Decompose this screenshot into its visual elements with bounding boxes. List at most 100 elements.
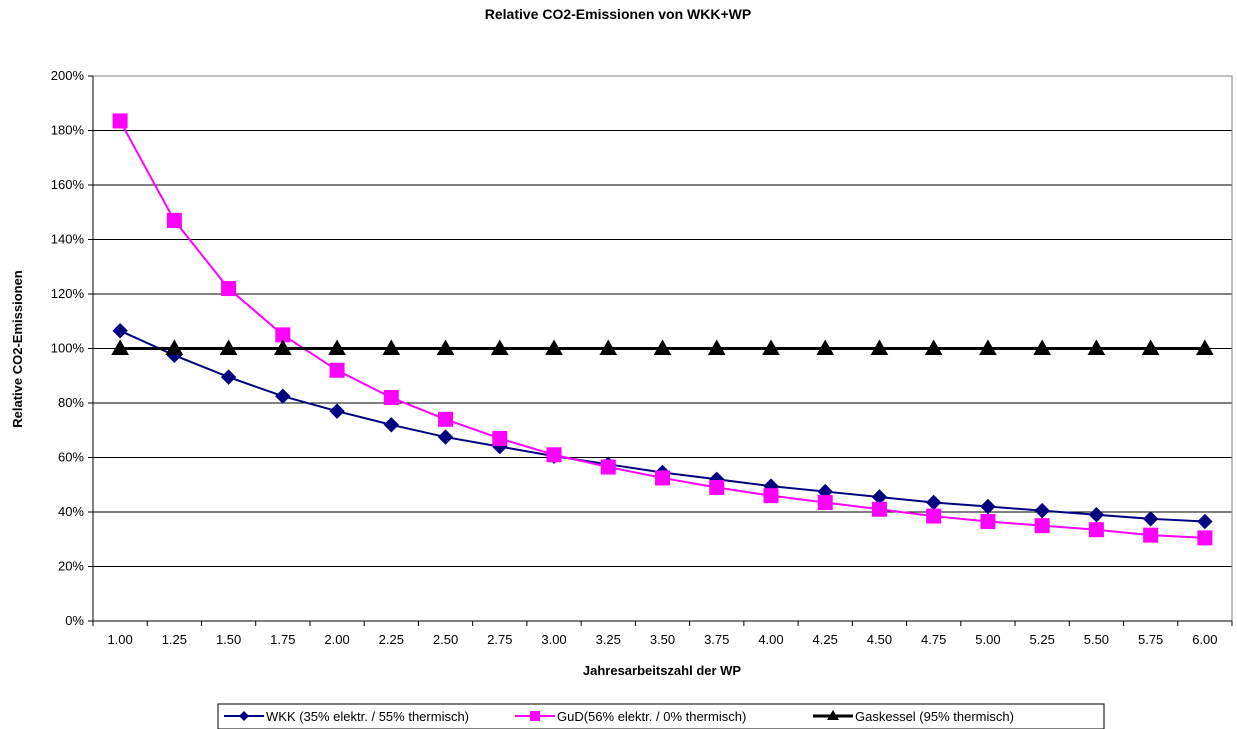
legend-label: Gaskessel (95% thermisch) [855,709,1014,724]
x-tick-label: 2.25 [379,632,404,647]
legend-item: GuD(56% elektr. / 0% thermisch) [515,709,746,724]
x-tick-label: 3.75 [704,632,729,647]
y-tick-label: 80% [58,395,84,410]
x-tick-label: 1.25 [162,632,187,647]
y-axis-label: Relative CO2-Emissionen [10,270,25,428]
data-point [870,339,889,355]
x-tick-label: 4.50 [867,632,892,647]
data-point [980,498,996,515]
series-3 [111,339,1214,355]
data-point [817,494,833,510]
data-point [926,508,942,524]
x-tick-label: 2.75 [487,632,512,647]
data-point [762,339,780,355]
data-point [980,514,996,530]
data-point [275,388,291,404]
x-tick-label: 6.00 [1192,632,1217,647]
legend-item: Gaskessel (95% thermisch) [813,709,1014,724]
y-tick-label: 180% [51,123,85,138]
data-point [438,411,454,427]
data-point [273,339,292,355]
data-point [382,339,401,355]
data-point [1088,522,1104,538]
data-point [383,390,399,406]
data-point [1197,530,1213,546]
x-tick-label: 5.50 [1084,632,1109,647]
y-tick-label: 160% [51,177,85,192]
data-point [1197,513,1213,530]
x-tick-label: 5.00 [975,632,1000,647]
x-tick-label: 1.00 [107,632,132,647]
series-2 [112,113,1213,546]
data-point [1087,339,1106,355]
data-point [166,212,182,228]
legend: WKK (35% elektr. / 55% thermisch) GuD(56%… [217,703,1105,729]
data-point [1196,339,1214,355]
data-point [383,417,400,433]
legend-box [217,703,1105,729]
x-tick-label: 5.25 [1030,632,1055,647]
data-point [329,362,345,378]
legend-label: GuD(56% elektr. / 0% thermisch) [557,709,746,724]
legend-marker [827,710,839,720]
data-point [979,339,997,355]
x-tick-label: 4.75 [921,632,946,647]
data-point [221,281,237,297]
data-point [816,339,835,355]
x-tick-label: 2.50 [433,632,458,647]
x-tick-label: 5.75 [1138,632,1163,647]
legend-marker [239,711,249,721]
y-tick-label: 0% [65,613,84,628]
data-point [328,339,346,355]
data-point [1034,502,1050,519]
x-tick-label: 3.25 [596,632,621,647]
data-point [545,339,563,355]
data-point [1143,527,1159,543]
y-tick-label: 60% [58,450,84,465]
legend-label: WKK (35% elektr. / 55% thermisch) [266,709,469,724]
data-point [1142,511,1159,527]
data-point [112,113,128,129]
x-tick-label: 3.00 [541,632,566,647]
data-point [709,479,725,495]
y-tick-label: 200% [51,68,85,83]
data-point [492,430,508,446]
data-point [1141,339,1160,355]
x-tick-label: 4.25 [813,632,838,647]
y-tick-label: 40% [58,504,84,519]
data-point [655,470,670,486]
chart-title: Relative CO2-Emissionen von WKK+WP [485,6,751,22]
data-point [111,339,129,355]
data-point [599,339,618,355]
x-tick-label: 4.00 [758,632,783,647]
y-tick-label: 20% [58,559,84,574]
data-point [219,339,238,355]
data-point [924,339,943,355]
data-point [436,339,455,355]
data-point [112,323,128,339]
series-line [119,329,1205,523]
data-point [1088,507,1105,523]
data-point [546,447,562,463]
data-point [1034,518,1050,534]
y-tick-label: 140% [51,232,85,247]
data-point [329,403,345,419]
data-point [490,339,509,355]
series-layer [111,113,1214,546]
data-point [165,339,184,355]
data-point [871,501,887,517]
x-tick-label: 1.50 [216,632,241,647]
y-tick-label: 100% [51,341,85,356]
x-tick-label: 3.50 [650,632,675,647]
x-tick-label: 2.00 [324,632,349,647]
y-axis: 0% 20% 40% 60% 80% 100% 120% 140% 160% 180% 200% [51,68,94,628]
x-tick-label: 1.75 [270,632,295,647]
data-point [925,494,942,511]
data-point [1033,339,1052,355]
x-axis: 1.00 1.25 1.50 1.75 2.00 2.25 2.50 2.75 3.00 3.25… [92,620,1233,647]
data-point [220,369,237,385]
legend-item: WKK (35% elektr. / 55% thermisch) [224,709,469,724]
data-point [653,339,672,355]
x-axis-label: Jahresarbeitszahl der WP [583,663,742,678]
